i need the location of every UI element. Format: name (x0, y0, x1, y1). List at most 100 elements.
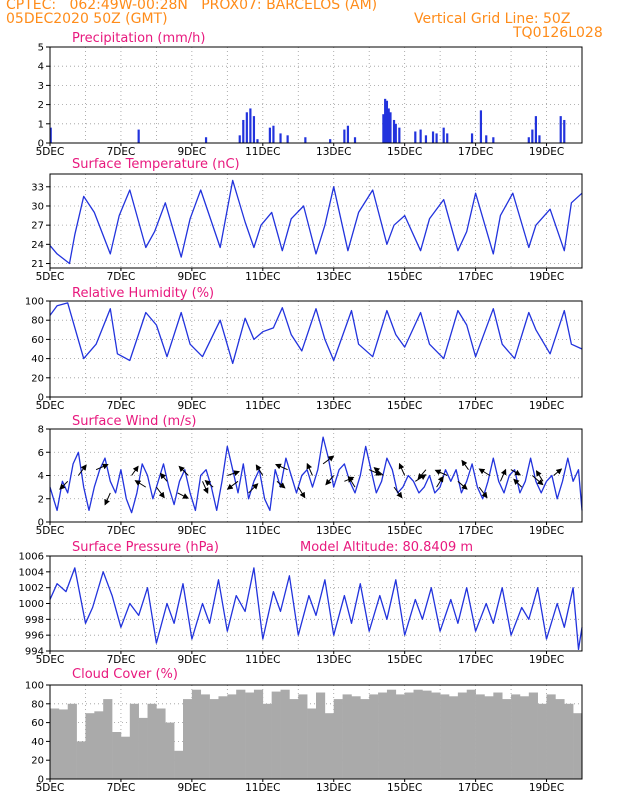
cloud-bar (528, 692, 538, 779)
cloud-bar (449, 696, 459, 779)
temp-series-line (49, 179, 583, 265)
date-header: 05DEC2020 50Z (GMT) (6, 11, 168, 27)
precip-ytick-label: 0 (38, 139, 44, 150)
precip-bar (387, 108, 390, 143)
wind-xtick-label: 11DEC (245, 525, 280, 537)
temp-ytick-label: 21 (31, 259, 44, 270)
rh-xtick-label: 15DEC (387, 400, 422, 412)
wind-ytick-label: 0 (38, 518, 44, 529)
wind-arrow (255, 464, 264, 476)
wind-series-line (49, 436, 583, 514)
cloud-xtick-label: 9DEC (177, 782, 206, 794)
cloud-bar (537, 703, 547, 779)
cloud-bar (457, 692, 468, 779)
cloud-bar (298, 694, 308, 779)
cloud-bar (245, 692, 255, 779)
precip-bar (252, 116, 256, 143)
precip-frame (49, 46, 583, 144)
rh-xtick-label: 11DEC (245, 400, 280, 412)
rh-xtick-label: 17DEC (458, 400, 493, 412)
cloud-bar (209, 699, 219, 779)
wind-xtick-label: 9DEC (177, 525, 206, 537)
wind-arrow (478, 468, 491, 476)
cloud-bar (253, 689, 264, 779)
pres-xtick-label: 7DEC (107, 654, 136, 666)
temp-title: Surface Temperature (nC) (72, 157, 240, 172)
cloud-bar (120, 736, 131, 779)
wind-arrow (131, 465, 139, 476)
precip-bar (446, 133, 449, 143)
wind-arrow (393, 486, 403, 499)
precip-bar (492, 137, 495, 143)
rh-title: Relative Humidity (%) (72, 286, 214, 301)
precip-bar (398, 127, 401, 143)
temp-ytick-label: 33 (31, 182, 44, 193)
cloud-bar (280, 689, 290, 779)
precip-bar (242, 119, 245, 143)
cloud-ytick-label: 40 (31, 737, 44, 748)
pressure-title: Surface Pressure (hPa) (72, 540, 219, 555)
wind-arrow (159, 472, 168, 482)
cloud-bar (174, 750, 184, 779)
precip-xtick-label: 19DEC (529, 146, 564, 158)
pres-ytick-label: 1006 (19, 552, 44, 563)
cloud-bar (50, 708, 60, 779)
cloud-bar (369, 694, 379, 779)
temp-xtick-label: 9DEC (177, 271, 206, 283)
pres-xtick-label: 5DEC (36, 654, 65, 666)
cloud-ytick-label: 0 (38, 775, 44, 786)
precip-bar (304, 137, 307, 143)
precip-bar (531, 129, 534, 143)
wind-arrow (434, 469, 448, 476)
wind-ytick-label: 8 (38, 425, 44, 436)
wind-arrow (322, 455, 335, 465)
model-code: TQ0126L028 (513, 25, 603, 41)
cloud-bar (76, 741, 86, 779)
cloud-bar (165, 722, 175, 779)
pres-ytick-label: 1004 (19, 567, 44, 578)
pres-xtick-label: 13DEC (316, 654, 351, 666)
pres-ytick-label: 994 (25, 647, 44, 658)
precip-bar (435, 133, 438, 143)
pres-frame (49, 555, 583, 652)
cloud-bar (404, 692, 414, 779)
wind-arrow (59, 480, 69, 490)
cloud-bar (519, 696, 530, 779)
precip-bar (389, 112, 392, 143)
rh-ytick-label: 0 (38, 393, 44, 404)
wind-arrow (248, 483, 259, 494)
cloud-bar (236, 689, 246, 779)
cloud-bar (395, 694, 405, 779)
wind-ytick-label: 2 (38, 494, 44, 505)
precip-bar (479, 110, 483, 143)
precip-bar (385, 100, 389, 143)
wind-frame (49, 428, 583, 523)
cloud-bar (555, 699, 565, 779)
temp-xtick-label: 7DEC (107, 271, 136, 283)
temp-xtick-label: 15DEC (387, 271, 422, 283)
grid-line-note: Vertical Grid Line: 50Z (414, 11, 571, 27)
cloud-bar (502, 699, 512, 779)
cloud-bar (360, 699, 370, 779)
wind-arrow (204, 479, 214, 488)
cloud-xtick-label: 11DEC (245, 782, 280, 794)
wind-xtick-label: 17DEC (458, 525, 493, 537)
station-header: CPTEC: 062:49W-00:28N PROX07: BARCELOS (… (6, 0, 378, 13)
precip-bar (431, 131, 435, 143)
wind-arrow (297, 486, 306, 499)
pres-xtick-label: 15DEC (387, 654, 422, 666)
cloud-ytick-label: 80 (31, 699, 44, 710)
cloud-bar (484, 696, 494, 779)
cloud-bar (413, 689, 423, 779)
model-altitude: Model Altitude: 80.8409 m (300, 540, 473, 555)
precip-bar (538, 135, 541, 143)
precip-bar (49, 127, 52, 143)
rh-ytick-label: 100 (25, 297, 44, 308)
wind-xtick-label: 7DEC (107, 525, 136, 537)
precip-bar (442, 127, 445, 143)
precip-ytick-label: 3 (38, 81, 44, 92)
precip-title: Precipitation (mm/h) (72, 31, 205, 46)
wind-arrow (457, 480, 468, 490)
temp-frame (49, 173, 583, 269)
pres-ytick-label: 1000 (19, 599, 44, 610)
